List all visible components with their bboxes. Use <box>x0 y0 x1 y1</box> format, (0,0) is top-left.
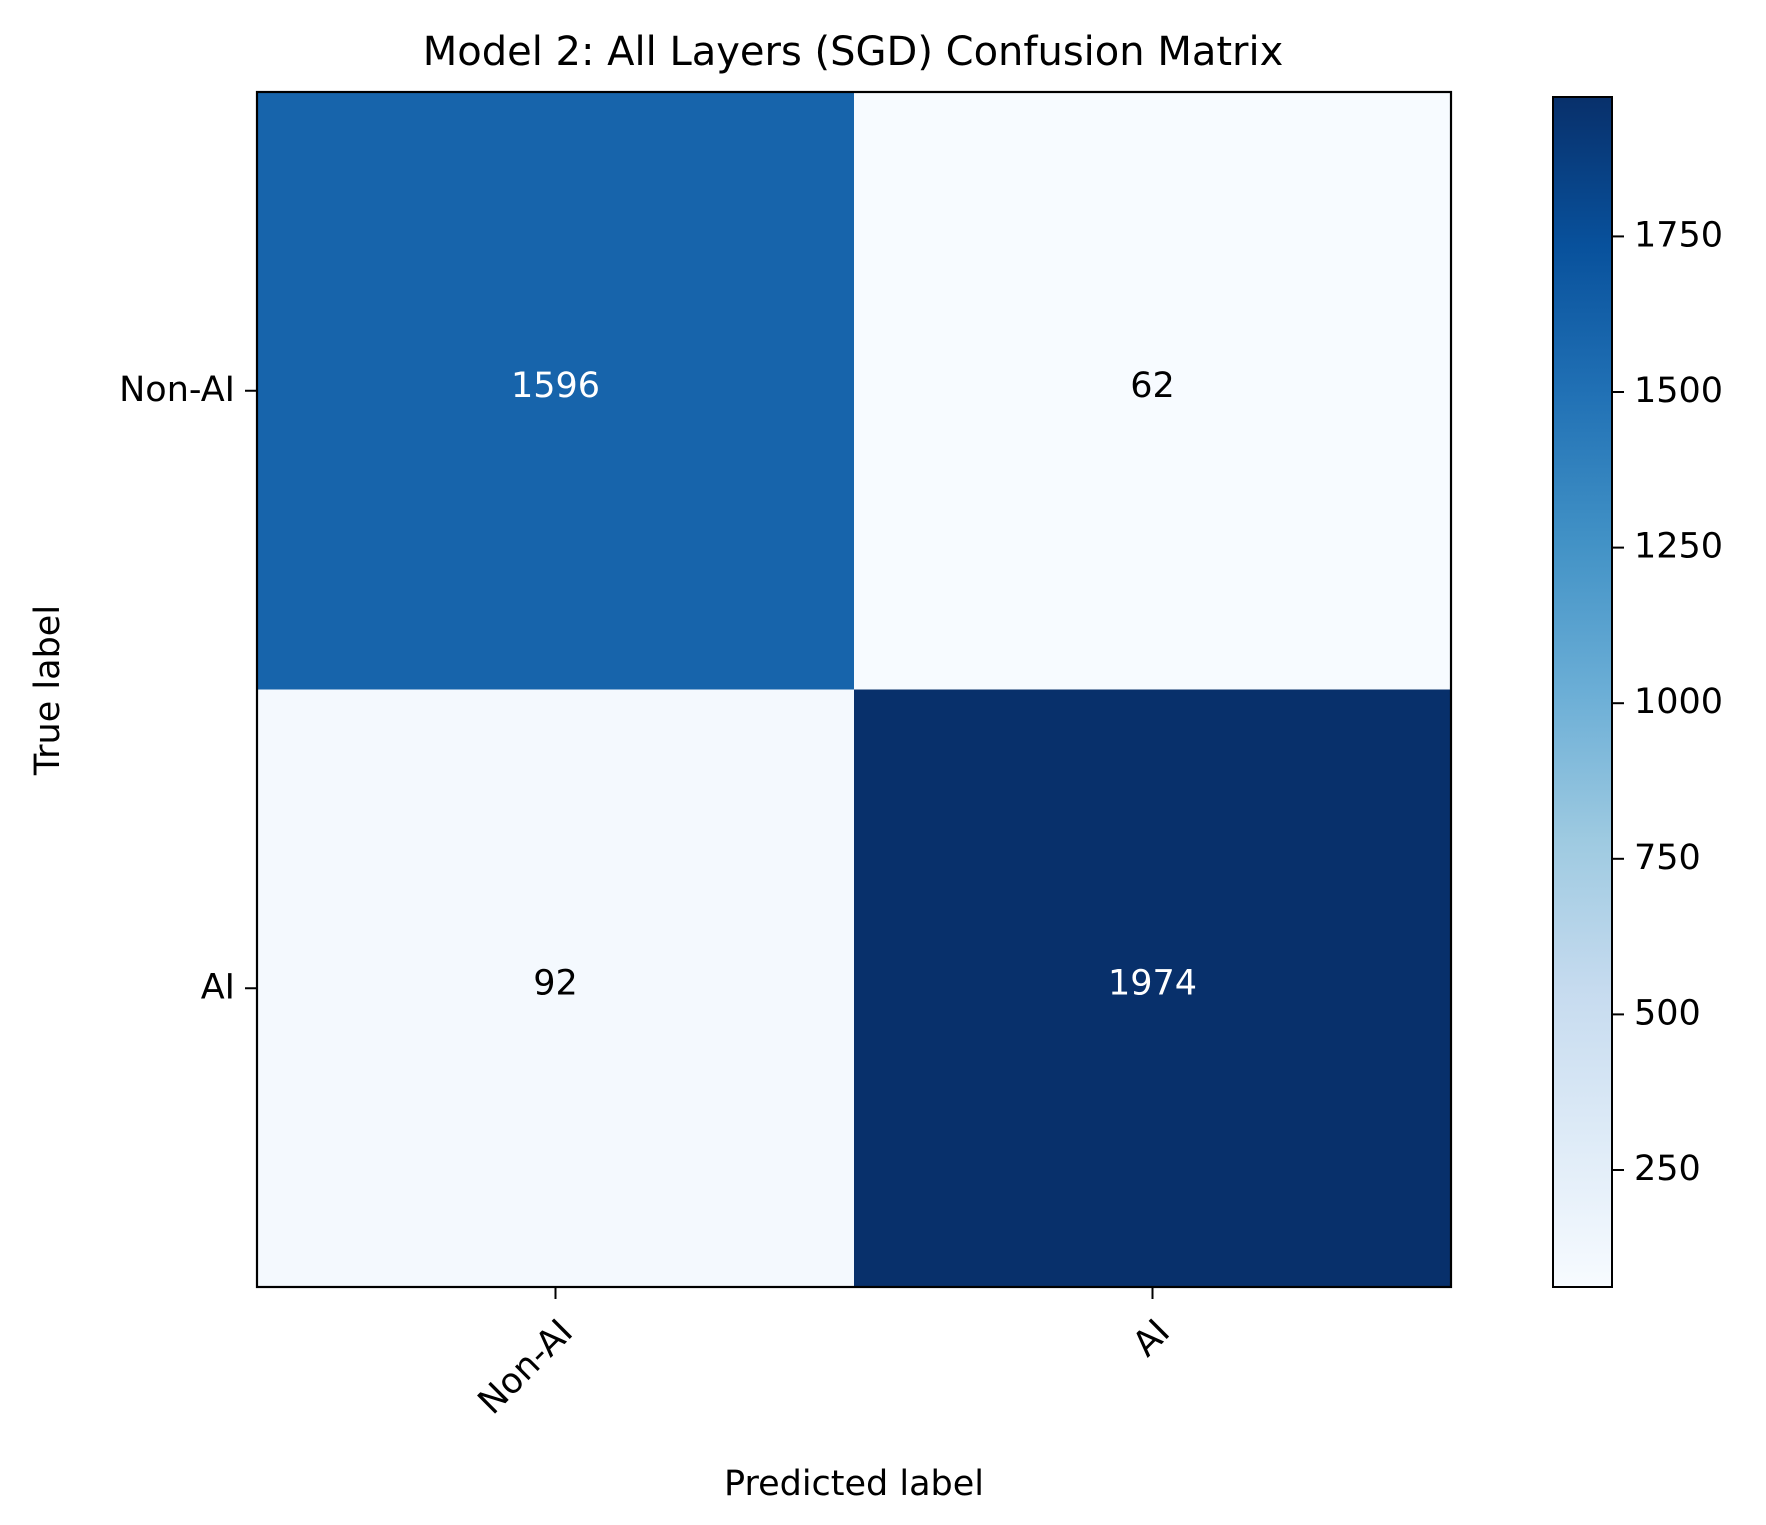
colorbar-tick-label: 1750 <box>1634 215 1723 255</box>
colorbar-tick-label: 1000 <box>1634 682 1723 722</box>
heatmap-cell <box>257 92 855 690</box>
cell-value-label: 62 <box>1130 366 1175 406</box>
colorbar-tick-label: 250 <box>1634 1149 1701 1189</box>
x-tick-label: Non-AI <box>471 1312 581 1422</box>
heatmap-cell <box>257 689 855 1288</box>
colorbar <box>1552 96 1613 1288</box>
plot-frame <box>255 90 1453 1289</box>
x-axis-ticks: Non-AI AI <box>471 1287 1178 1422</box>
heatmap-cell <box>854 689 1452 1288</box>
colorbar-tick-label: 500 <box>1634 993 1701 1033</box>
x-axis-label: Predicted label <box>724 1464 984 1504</box>
colorbar-tick-label: 1250 <box>1634 527 1723 567</box>
cell-value-label: 1596 <box>511 366 600 406</box>
heatmap-cell <box>854 92 1452 690</box>
colorbar-tick-label: 1500 <box>1634 371 1723 411</box>
cell-value-label: 1974 <box>1108 963 1197 1003</box>
colorbar-ticks: 250 500 750 1000 1250 1500 1750 <box>1612 215 1723 1189</box>
y-tick-label: AI <box>201 967 235 1007</box>
y-axis-ticks: Non-AI AI <box>119 370 257 1007</box>
y-tick-label: Non-AI <box>119 370 235 410</box>
heatmap-cells: 1596 62 92 1974 <box>257 92 1452 1288</box>
chart-title: Model 2: All Layers (SGD) Confusion Matr… <box>423 29 1284 75</box>
x-tick-label: AI <box>1125 1312 1178 1365</box>
cell-value-label: 92 <box>533 963 578 1003</box>
colorbar-tick-label: 750 <box>1634 838 1701 878</box>
y-axis-label: True label <box>28 605 68 776</box>
